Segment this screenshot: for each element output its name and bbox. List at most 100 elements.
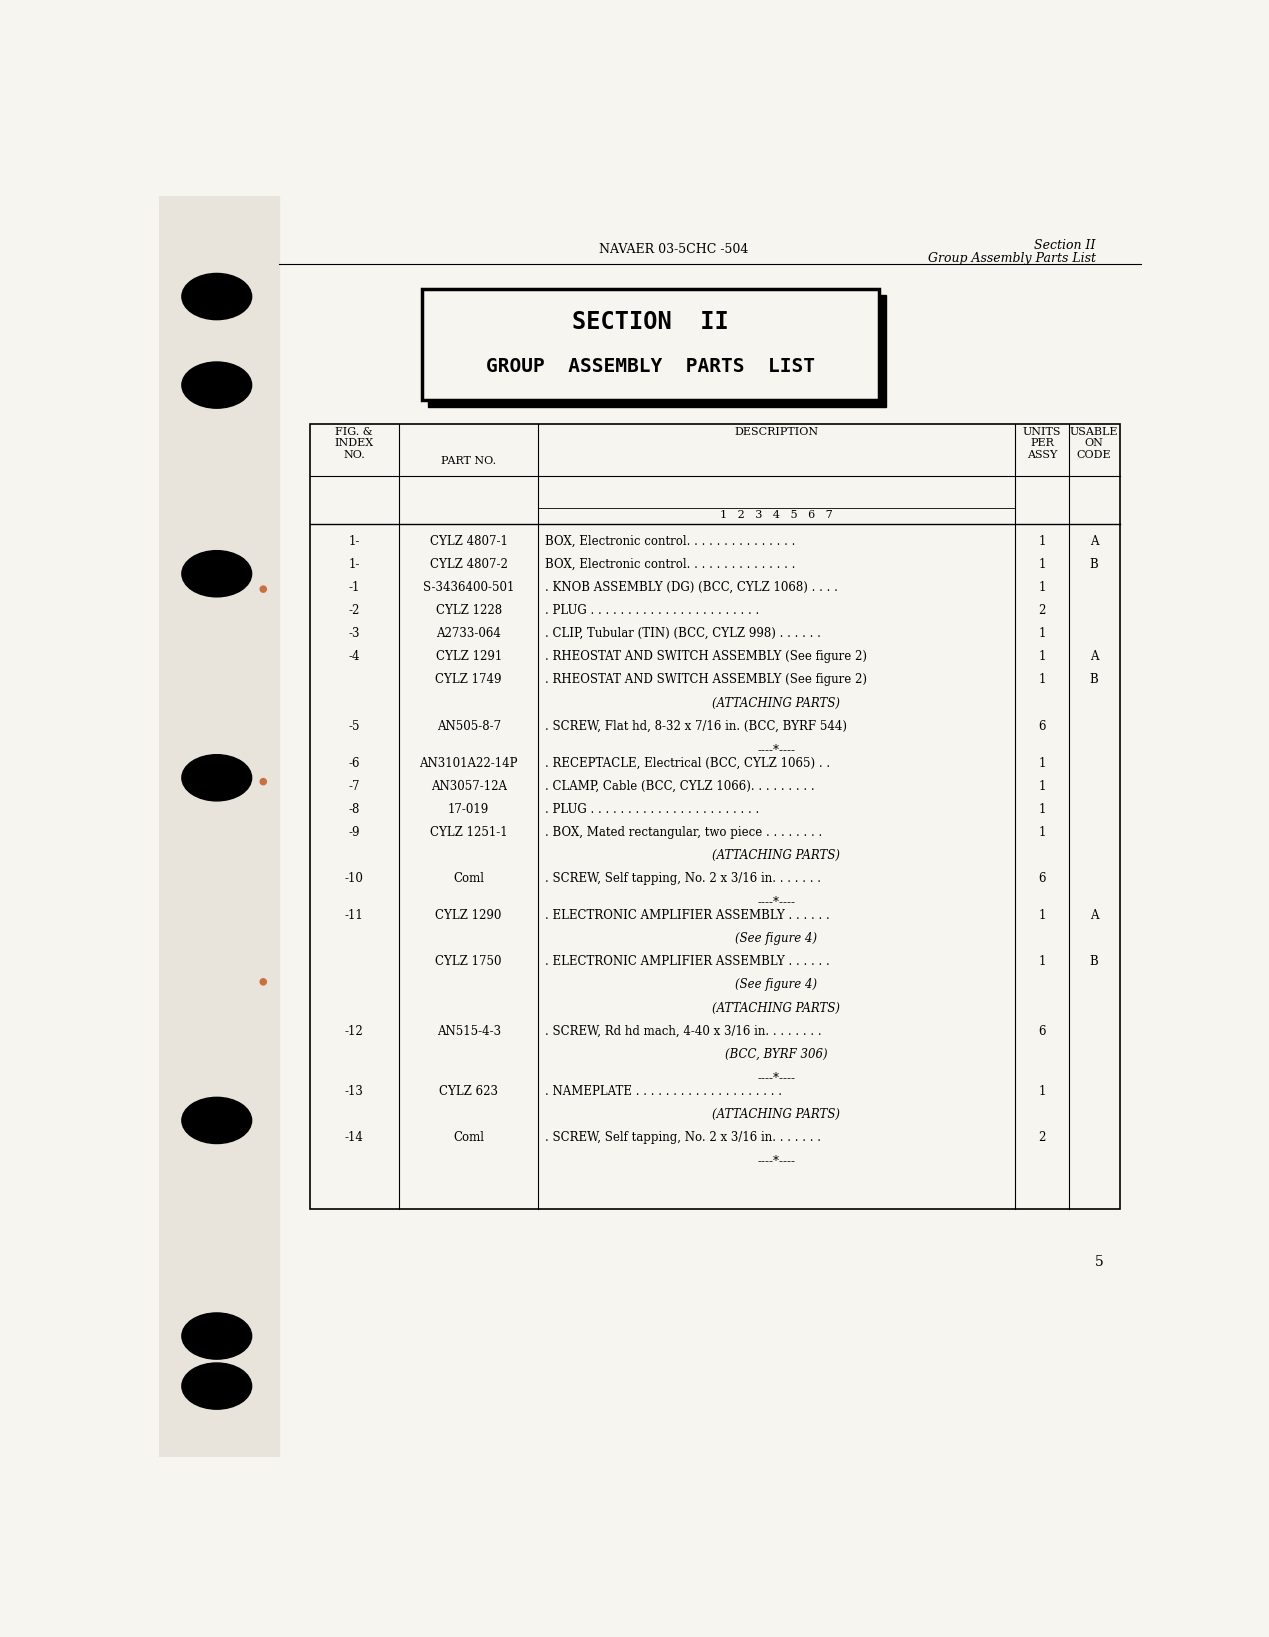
Text: . CLIP, Tubular (TIN) (BCC, CYLZ 998) . . . . . .: . CLIP, Tubular (TIN) (BCC, CYLZ 998) . … <box>544 627 821 640</box>
Text: A: A <box>1090 909 1098 922</box>
Text: . RHEOSTAT AND SWITCH ASSEMBLY (See figure 2): . RHEOSTAT AND SWITCH ASSEMBLY (See figu… <box>544 650 867 663</box>
Text: NAVAER 03-5CHC -504: NAVAER 03-5CHC -504 <box>599 242 747 255</box>
Text: -3: -3 <box>348 627 359 640</box>
Text: . PLUG . . . . . . . . . . . . . . . . . . . . . . .: . PLUG . . . . . . . . . . . . . . . . .… <box>544 604 759 617</box>
Ellipse shape <box>181 1097 251 1144</box>
Text: -9: -9 <box>348 827 359 838</box>
Text: -13: -13 <box>344 1085 363 1098</box>
Text: USABLE
ON
CODE: USABLE ON CODE <box>1070 427 1118 460</box>
Text: CYLZ 1228: CYLZ 1228 <box>435 604 501 617</box>
Text: AN515-4-3: AN515-4-3 <box>437 1025 501 1038</box>
Text: (See figure 4): (See figure 4) <box>735 979 817 992</box>
Text: ----*----: ----*---- <box>758 1071 796 1084</box>
Text: 6: 6 <box>1038 1025 1046 1038</box>
Text: SECTION  II: SECTION II <box>572 311 730 334</box>
Text: AN3057-12A: AN3057-12A <box>430 779 506 792</box>
Text: 1: 1 <box>1038 581 1046 594</box>
Text: -12: -12 <box>345 1025 363 1038</box>
Text: Coml: Coml <box>453 1131 485 1144</box>
Ellipse shape <box>260 979 266 985</box>
Text: 1: 1 <box>1038 673 1046 686</box>
Text: -1: -1 <box>348 581 359 594</box>
Text: Section II: Section II <box>1034 239 1095 252</box>
Text: 2: 2 <box>1038 604 1046 617</box>
Text: A: A <box>1090 535 1098 548</box>
Ellipse shape <box>260 586 266 593</box>
Text: CYLZ 1749: CYLZ 1749 <box>435 673 501 686</box>
Bar <box>423 288 879 401</box>
Text: 1   2   3   4   5   6   7: 1 2 3 4 5 6 7 <box>720 509 832 521</box>
Text: 5: 5 <box>1095 1256 1103 1269</box>
Text: -11: -11 <box>345 909 363 922</box>
Text: CYLZ 1291: CYLZ 1291 <box>435 650 501 663</box>
Text: A2733-064: A2733-064 <box>437 627 501 640</box>
Text: 2: 2 <box>1038 1131 1046 1144</box>
Ellipse shape <box>181 550 251 598</box>
Text: CYLZ 4807-1: CYLZ 4807-1 <box>430 535 508 548</box>
Text: -2: -2 <box>348 604 359 617</box>
Text: . NAMEPLATE . . . . . . . . . . . . . . . . . . . .: . NAMEPLATE . . . . . . . . . . . . . . … <box>544 1085 782 1098</box>
Text: 1: 1 <box>1038 827 1046 838</box>
Text: -8: -8 <box>348 802 359 815</box>
Text: 1: 1 <box>1038 650 1046 663</box>
Text: 6: 6 <box>1038 720 1046 733</box>
Text: -7: -7 <box>348 779 359 792</box>
Text: 6: 6 <box>1038 873 1046 886</box>
Text: . ELECTRONIC AMPLIFIER ASSEMBLY . . . . . .: . ELECTRONIC AMPLIFIER ASSEMBLY . . . . … <box>544 956 830 967</box>
Text: GROUP  ASSEMBLY  PARTS  LIST: GROUP ASSEMBLY PARTS LIST <box>486 357 815 375</box>
Text: -4: -4 <box>348 650 359 663</box>
Bar <box>429 295 886 406</box>
Bar <box>310 424 1119 1210</box>
Text: -5: -5 <box>348 720 359 733</box>
Text: . RECEPTACLE, Electrical (BCC, CYLZ 1065) . .: . RECEPTACLE, Electrical (BCC, CYLZ 1065… <box>544 756 830 769</box>
Text: CYLZ 623: CYLZ 623 <box>439 1085 499 1098</box>
Ellipse shape <box>181 1313 251 1359</box>
Text: B: B <box>1090 956 1099 967</box>
Text: CYLZ 1290: CYLZ 1290 <box>435 909 501 922</box>
Text: 1: 1 <box>1038 802 1046 815</box>
Text: -14: -14 <box>344 1131 363 1144</box>
Ellipse shape <box>181 273 251 319</box>
Text: . RHEOSTAT AND SWITCH ASSEMBLY (See figure 2): . RHEOSTAT AND SWITCH ASSEMBLY (See figu… <box>544 673 867 686</box>
Text: . BOX, Mated rectangular, two piece . . . . . . . .: . BOX, Mated rectangular, two piece . . … <box>544 827 822 838</box>
Text: -6: -6 <box>348 756 359 769</box>
Ellipse shape <box>181 362 251 408</box>
Text: -10: -10 <box>344 873 363 886</box>
Text: (See figure 4): (See figure 4) <box>735 931 817 945</box>
Text: PART NO.: PART NO. <box>442 457 496 467</box>
Text: 1: 1 <box>1038 627 1046 640</box>
Text: . SCREW, Self tapping, No. 2 x 3/16 in. . . . . . .: . SCREW, Self tapping, No. 2 x 3/16 in. … <box>544 1131 821 1144</box>
Text: 1: 1 <box>1038 558 1046 571</box>
Text: B: B <box>1090 673 1099 686</box>
Text: . PLUG . . . . . . . . . . . . . . . . . . . . . . .: . PLUG . . . . . . . . . . . . . . . . .… <box>544 802 759 815</box>
Text: ----*----: ----*---- <box>758 895 796 909</box>
Text: ----*----: ----*---- <box>758 743 796 756</box>
Text: . SCREW, Rd hd mach, 4-40 x 3/16 in. . . . . . . .: . SCREW, Rd hd mach, 4-40 x 3/16 in. . .… <box>544 1025 821 1038</box>
Text: A: A <box>1090 650 1098 663</box>
Text: (ATTACHING PARTS): (ATTACHING PARTS) <box>712 697 840 709</box>
Text: ----*----: ----*---- <box>758 1154 796 1167</box>
Text: . SCREW, Self tapping, No. 2 x 3/16 in. . . . . . .: . SCREW, Self tapping, No. 2 x 3/16 in. … <box>544 873 821 886</box>
Text: CYLZ 4807-2: CYLZ 4807-2 <box>430 558 508 571</box>
Text: 1-: 1- <box>348 535 359 548</box>
Text: (ATTACHING PARTS): (ATTACHING PARTS) <box>712 1108 840 1121</box>
Text: BOX, Electronic control. . . . . . . . . . . . . . .: BOX, Electronic control. . . . . . . . .… <box>544 558 794 571</box>
Text: AN505-8-7: AN505-8-7 <box>437 720 501 733</box>
Text: FIG. &
INDEX
NO.: FIG. & INDEX NO. <box>334 427 373 460</box>
Text: B: B <box>1090 558 1099 571</box>
Text: UNITS
PER
ASSY: UNITS PER ASSY <box>1023 427 1061 460</box>
Text: CYLZ 1750: CYLZ 1750 <box>435 956 501 967</box>
Text: 1: 1 <box>1038 1085 1046 1098</box>
Text: . SCREW, Flat hd, 8-32 x 7/16 in. (BCC, BYRF 544): . SCREW, Flat hd, 8-32 x 7/16 in. (BCC, … <box>544 720 846 733</box>
Text: AN3101A22-14P: AN3101A22-14P <box>419 756 518 769</box>
Text: . KNOB ASSEMBLY (DG) (BCC, CYLZ 1068) . . . .: . KNOB ASSEMBLY (DG) (BCC, CYLZ 1068) . … <box>544 581 838 594</box>
Text: (BCC, BYRF 306): (BCC, BYRF 306) <box>725 1048 827 1061</box>
Text: Coml: Coml <box>453 873 485 886</box>
Text: 17-019: 17-019 <box>448 802 490 815</box>
Text: 1: 1 <box>1038 779 1046 792</box>
Text: 1-: 1- <box>348 558 359 571</box>
Ellipse shape <box>181 755 251 800</box>
Text: . ELECTRONIC AMPLIFIER ASSEMBLY . . . . . .: . ELECTRONIC AMPLIFIER ASSEMBLY . . . . … <box>544 909 830 922</box>
Text: BOX, Electronic control. . . . . . . . . . . . . . .: BOX, Electronic control. . . . . . . . .… <box>544 535 794 548</box>
Text: DESCRIPTION: DESCRIPTION <box>735 427 819 437</box>
